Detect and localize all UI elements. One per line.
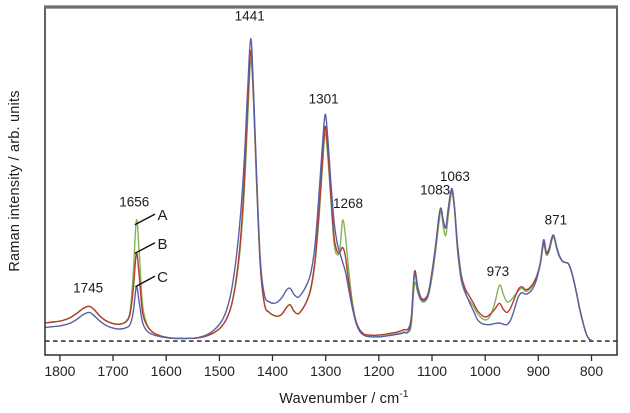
peak-label-1301: 1301 [309, 92, 339, 107]
curve-label-a: A [157, 207, 167, 224]
x-tick-label-800: 800 [580, 363, 604, 379]
x-tick-label-1800: 1800 [44, 363, 75, 379]
x-axis-title-text: Wavenumber / cm [279, 390, 400, 407]
x-axis-title-superscript: -1 [399, 389, 409, 400]
peak-label-1441: 1441 [235, 9, 265, 24]
x-axis-title: Wavenumber / cm-1 [279, 389, 408, 407]
peak-label-1745: 1745 [73, 281, 103, 296]
leader-line-b [134, 242, 156, 255]
curve-label-b: B [157, 236, 167, 253]
peak-label-871: 871 [545, 213, 568, 228]
peak-label-1083: 1083 [420, 182, 450, 197]
peak-label-1268: 1268 [333, 196, 363, 211]
x-tick-label-1500: 1500 [204, 363, 235, 379]
x-tick-label-1300: 1300 [310, 363, 341, 379]
x-tick-label-1700: 1700 [97, 363, 128, 379]
leader-line-a [134, 213, 156, 226]
x-tick-label-1200: 1200 [363, 363, 394, 379]
x-tick-label-900: 900 [527, 363, 551, 379]
x-tick-label-1000: 1000 [470, 363, 501, 379]
curve-label-c: C [157, 269, 168, 286]
peak-label-1063: 1063 [440, 169, 470, 184]
series-c-curve [45, 37, 593, 341]
x-tick-label-1400: 1400 [257, 363, 288, 379]
curves-group [45, 37, 593, 341]
leader-line-c [135, 275, 156, 288]
x-tick-label-1100: 1100 [417, 363, 447, 379]
peak-label-973: 973 [487, 264, 510, 279]
x-tick-label-1600: 1600 [151, 363, 182, 379]
peak-label-1656: 1656 [119, 195, 149, 210]
y-axis-title: Raman intensity / arb. units [7, 90, 23, 272]
